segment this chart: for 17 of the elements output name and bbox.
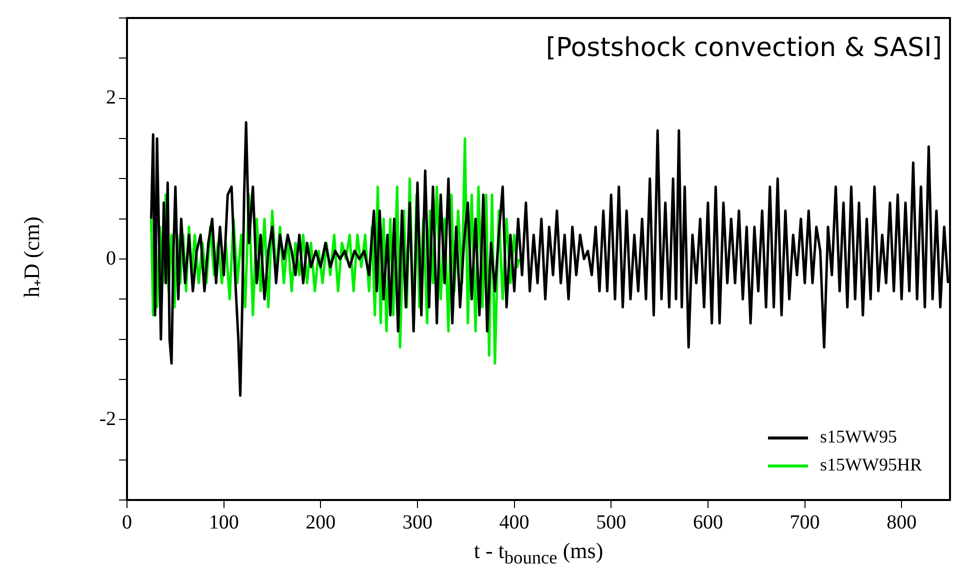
x-tick-label: 600	[692, 511, 723, 534]
x-tick-label: 0	[122, 511, 132, 534]
x-tick-label: 700	[790, 511, 820, 534]
x-tick-label: 400	[499, 511, 530, 534]
y-tick-label: 0	[106, 247, 116, 270]
x-tick-label: 500	[596, 511, 626, 534]
legend-label: s15WW95	[820, 426, 897, 447]
x-tick-label: 300	[402, 511, 432, 534]
y-axis-title: h₊D (cm)	[18, 216, 45, 298]
x-tick-label: 100	[208, 511, 239, 534]
x-axis-title: t - t$_{bounce}$ (ms)	[472, 538, 604, 568]
x-tick-label: 200	[306, 511, 336, 534]
y-tick-label: 2	[106, 86, 116, 109]
x-tick-label: 800	[886, 511, 917, 534]
y-tick-label: -2	[99, 408, 116, 430]
legend-label: s15WW95HR	[820, 454, 922, 475]
annotation: [Postshock convection & SASI]	[546, 32, 942, 63]
